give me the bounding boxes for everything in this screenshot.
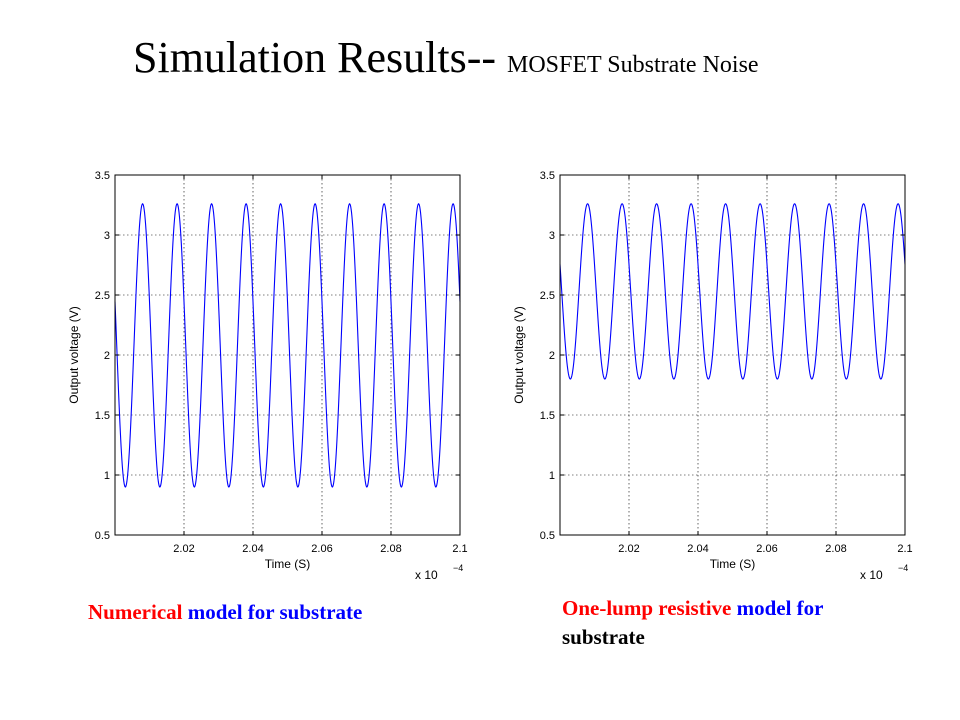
x-tick-label: 2.08	[825, 543, 846, 555]
y-tick-label: 2	[104, 350, 110, 362]
grid	[115, 175, 460, 535]
slide-title-main: Simulation Results--	[133, 33, 496, 82]
y-tick-label: 3.5	[95, 170, 110, 182]
caption-right-line2: substrate	[562, 625, 645, 649]
chart-numerical-model: 2.02 2.04 2.06 2.08 2.1 0.5 1 1.5 2 2.5 3 3.5 Time (…	[67, 170, 468, 582]
chart-one-lump-model: 2.02 2.04 2.06 2.08 2.1 0.5 1 1.5 2 2.5 3 3.5 Time (…	[512, 170, 913, 582]
y-tick-label: 3	[549, 230, 555, 242]
caption-left-highlight: Numerical	[88, 600, 183, 624]
x-axis-label: Time (S)	[710, 557, 756, 571]
caption-right: One-lump resistive model for substrate	[562, 594, 824, 652]
y-tick-label: 0.5	[95, 530, 110, 542]
x-axis-multiplier-exponent: −4	[898, 563, 908, 573]
y-tick-label: 2	[549, 350, 555, 362]
ticks: 2.02 2.04 2.06 2.08 2.1 0.5 1 1.5 2 2.5 3 3.5	[540, 170, 913, 555]
x-tick-label: 2.08	[380, 543, 401, 555]
slide-title: Simulation Results-- MOSFET Substrate No…	[133, 28, 759, 95]
caption-right-text: model for	[736, 596, 824, 620]
x-tick-label: 2.06	[311, 543, 332, 555]
x-tick-label: 2.04	[242, 543, 263, 555]
x-tick-label: 2.06	[756, 543, 777, 555]
grid	[560, 175, 905, 535]
y-tick-label: 1.5	[95, 410, 110, 422]
x-axis-label: Time (S)	[265, 557, 311, 571]
caption-left-text: model for substrate	[187, 600, 363, 624]
y-tick-label: 1	[104, 470, 110, 482]
y-tick-label: 2.5	[540, 290, 555, 302]
series-line	[114, 203, 461, 488]
y-axis-label: Output voltage (V)	[67, 306, 81, 403]
y-tick-label: 1.5	[540, 410, 555, 422]
x-tick-label: 2.1	[452, 543, 467, 555]
slide-title-sub: MOSFET Substrate Noise	[507, 52, 759, 78]
x-axis-multiplier: x 10	[415, 568, 438, 582]
y-tick-label: 3	[104, 230, 110, 242]
y-tick-label: 1	[549, 470, 555, 482]
x-tick-label: 2.1	[897, 543, 912, 555]
x-tick-label: 2.02	[173, 543, 194, 555]
x-axis-multiplier: x 10	[860, 568, 883, 582]
y-tick-label: 2.5	[95, 290, 110, 302]
y-axis-label: Output voltage (V)	[512, 306, 526, 403]
x-tick-label: 2.04	[687, 543, 708, 555]
caption-right-highlight: One-lump resistive	[562, 596, 732, 620]
y-tick-label: 0.5	[540, 530, 555, 542]
x-axis-multiplier-exponent: −4	[453, 563, 463, 573]
series-line	[559, 203, 906, 380]
ticks: 2.02 2.04 2.06 2.08 2.1 0.5 1 1.5 2 2.5 3 3.5	[95, 170, 468, 555]
caption-left: Numerical model for substrate	[88, 598, 362, 627]
y-tick-label: 3.5	[540, 170, 555, 182]
x-tick-label: 2.02	[618, 543, 639, 555]
